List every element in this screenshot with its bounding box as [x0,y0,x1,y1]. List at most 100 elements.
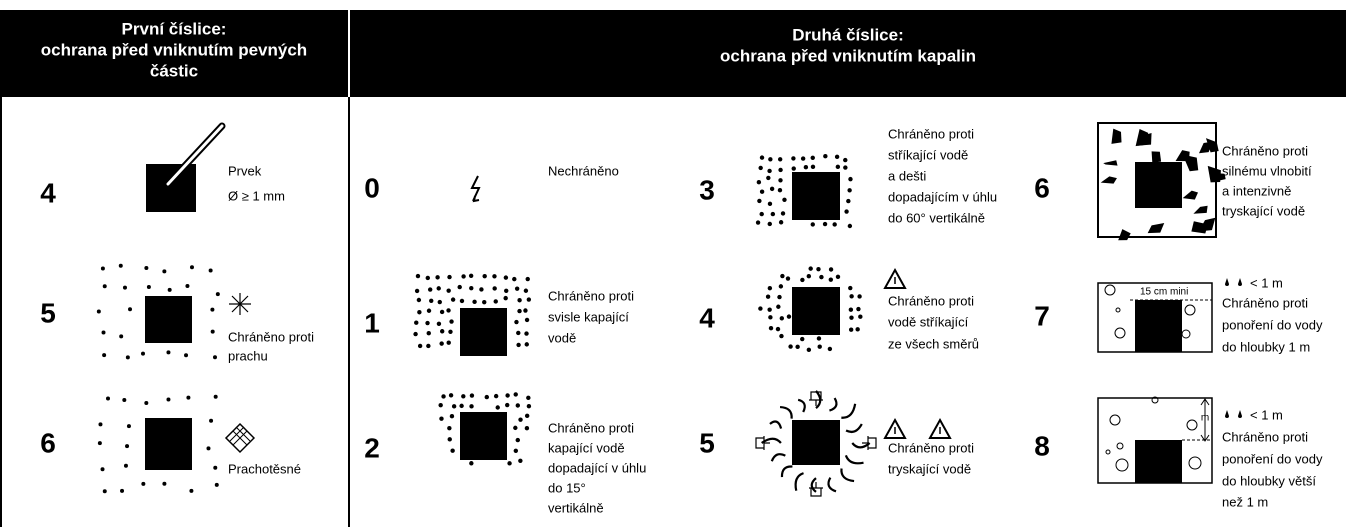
water-dot [767,201,773,207]
bubble [1115,307,1121,313]
water-dot [768,315,773,320]
water-dot [767,168,772,174]
description: do hloubky větší [1222,473,1316,488]
digit: 5 [699,427,715,458]
digit: 5 [40,297,56,328]
header-text: částic [150,61,198,80]
water-dot [125,355,130,360]
water-dot [524,426,530,431]
water-dot [128,307,133,312]
water-dot [777,157,783,162]
drop-icon [1238,410,1242,418]
nozzle [755,436,770,450]
water-dot [823,153,828,159]
water-dot [100,266,105,271]
depth-arrow [1200,398,1210,442]
probe-inner [166,124,224,186]
water-dot [524,331,529,336]
bubble [1188,456,1202,470]
water-dot [215,292,220,297]
water-dot [425,320,430,326]
digit: 3 [699,174,715,205]
description: ponoření do vody [1222,451,1323,466]
water-dot [513,448,519,453]
water-dot [439,341,444,346]
water-dot [515,403,520,408]
water-dot [758,306,763,311]
water-dot [768,157,773,162]
water-dot [436,321,442,326]
water-dot [778,220,784,225]
digit: 1 [364,307,380,338]
bubble [1116,442,1124,450]
water-dot [162,269,167,274]
water-dot [526,395,531,401]
description: do hloubky 1 m [1222,339,1310,354]
water-dot [768,325,774,331]
protected-object [145,418,192,470]
water-dot [450,297,456,302]
water-dot [791,156,796,161]
wave-blot [1209,172,1226,181]
water-dot [858,314,863,319]
water-dot [822,221,828,227]
digit: 6 [40,427,56,458]
water-dot [427,287,433,292]
bubble [1186,419,1198,431]
water-dot [856,306,861,312]
bubble [1151,396,1159,404]
water-dot [102,353,107,358]
water-dot [446,288,451,293]
water-dot [848,285,853,291]
water-dot [437,299,442,305]
water-dot [524,413,530,419]
water-dot [413,331,418,337]
protected-object [460,412,507,460]
water-dot [816,336,822,341]
water-dot [848,307,854,312]
water-dot [459,298,465,304]
water-dot [827,346,833,352]
jet-splash [769,420,783,429]
drop-icon [1238,278,1242,286]
description: Chráněno proti [228,329,314,344]
water-dot [849,294,854,299]
bubble [1104,284,1116,296]
water-dot [832,222,837,227]
water-dot [757,198,762,204]
wave-blot [1103,160,1118,166]
water-dot [425,275,430,281]
water-dot [206,446,211,451]
water-dot [426,308,432,313]
water-dot [492,274,497,279]
water-dot [101,330,106,335]
column-divider [348,97,350,527]
water-dot [844,209,849,214]
water-dot [213,465,218,470]
water-dot [461,274,466,279]
water-dot [803,165,809,170]
water-dot [849,315,854,320]
water-dot [767,307,772,312]
water-dot [166,350,171,355]
water-dot [189,488,194,493]
water-dot [778,178,783,183]
wave-blot [1182,190,1199,200]
water-dot [185,284,190,289]
water-dot [208,268,213,273]
depth-label: < 1 m [1250,407,1283,422]
water-dot [214,482,219,487]
water-dot [503,275,509,280]
nozzle [862,436,877,450]
water-dot [504,288,509,293]
description: Chráněno proti [548,420,634,435]
water-dot [468,273,474,279]
water-dot [449,414,455,419]
water-dot [782,197,787,203]
jet-splash [844,454,864,465]
wave-blot [1147,222,1165,234]
water-dot [125,444,130,449]
water-dot [759,189,765,194]
water-dot [843,157,848,163]
water-dot [493,393,499,399]
